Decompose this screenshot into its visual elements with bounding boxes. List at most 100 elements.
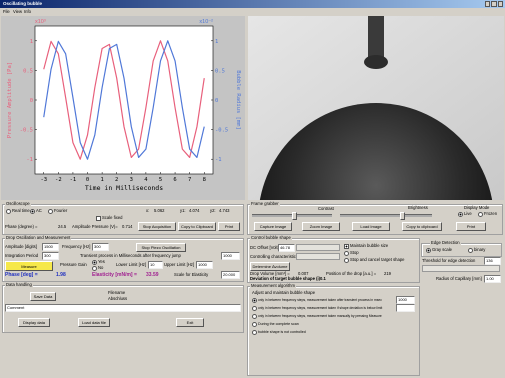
radio[interactable]: only in between frequency steps, measure…	[252, 314, 382, 319]
scrollbar[interactable]	[296, 253, 340, 260]
decoration	[252, 306, 257, 311]
menu-item[interactable]: File	[3, 10, 10, 14]
input[interactable]: 1000	[196, 261, 213, 269]
scrollbar[interactable]	[422, 265, 500, 272]
input[interactable]: 1500	[42, 243, 59, 251]
radio[interactable]: During the complete scan	[252, 322, 299, 327]
group-label: Drop Oscillation and Measurement	[5, 236, 71, 240]
input[interactable]: 1000	[396, 296, 415, 304]
radio[interactable]: Live	[458, 212, 472, 217]
field-label: Threshold for edge detection	[422, 259, 475, 263]
field-label: Upper Limit [Hz]	[164, 263, 194, 267]
radio-label: Gray scale	[432, 248, 452, 252]
button[interactable]: Display data	[18, 318, 50, 327]
button[interactable]: Copy to clipboard	[402, 222, 442, 231]
field-label: DC Offset [Volt]	[250, 246, 279, 250]
position-value: 219	[384, 272, 391, 276]
radio[interactable]: Fourier	[48, 209, 67, 214]
input[interactable]: 136	[484, 257, 501, 265]
comment-input[interactable]: Comment	[5, 304, 241, 312]
decoration	[48, 209, 53, 214]
input[interactable]: 1.00	[484, 275, 501, 283]
radio-label: only in between frequency steps, measure…	[258, 307, 382, 310]
input[interactable]: 300	[42, 252, 59, 260]
radio[interactable]: Gray scale	[426, 248, 452, 253]
field-label: Filename	[108, 291, 125, 295]
field-label: Display Mode	[464, 206, 489, 210]
decoration	[458, 212, 463, 217]
button[interactable]: Exit	[176, 318, 204, 327]
minimize[interactable]	[485, 1, 490, 7]
button[interactable]: Stop Piezo Oscillation	[136, 243, 186, 252]
field-label: Pressure Gain	[60, 263, 87, 267]
group-label: Frame grabber	[250, 202, 280, 206]
cursor-value: 4.074	[189, 209, 199, 213]
decoration	[252, 298, 257, 303]
button[interactable]: Load Image	[352, 222, 390, 231]
radio[interactable]: Frozen	[478, 212, 497, 217]
close[interactable]	[498, 1, 503, 7]
y-scale: x10³	[35, 19, 46, 25]
button[interactable]: Stop Acquisition	[138, 222, 176, 231]
decoration	[426, 248, 431, 253]
decoration	[292, 212, 297, 220]
radio[interactable]: Stop	[344, 251, 359, 256]
y2-axis-label: Bubble Radius [mm]	[235, 70, 241, 130]
button[interactable]: Zoom Image	[302, 222, 340, 231]
y-axis-label: Pressure Amplitude [Pa]	[7, 62, 13, 138]
radio[interactable]: Yes	[92, 260, 105, 265]
radio-label: Stop and cancel target shape	[350, 258, 404, 262]
input[interactable]: 300	[92, 243, 109, 251]
checkbox[interactable]: Maintain bubble size	[344, 244, 388, 249]
input[interactable]: 1000	[221, 252, 240, 260]
input[interactable]: 46.78	[278, 244, 295, 252]
scrollbar[interactable]	[296, 244, 340, 251]
maximize[interactable]	[491, 1, 496, 7]
radio-label: Frozen	[484, 212, 497, 216]
button[interactable]: Copy to Clipboard	[178, 222, 216, 231]
decoration	[400, 212, 405, 220]
radio-label: During the complete scan	[258, 323, 299, 327]
menu-item[interactable]: View	[13, 10, 22, 14]
radio[interactable]: Real time	[6, 209, 30, 214]
checkbox[interactable]: Scale fixed	[96, 216, 122, 221]
button[interactable]: Capture Image	[254, 222, 292, 231]
button[interactable]: Load data file	[78, 318, 110, 327]
plot: -3-2-1012345678-1-0.500.51-1-0.500.51x10…	[1, 16, 245, 200]
radio-label: Fourier	[54, 209, 67, 213]
radio[interactable]: only in between frequency steps, measure…	[252, 298, 382, 303]
brightness-slider[interactable]	[340, 214, 432, 217]
radio[interactable]: only in between frequency steps, measure…	[252, 306, 382, 311]
radio[interactable]: Stop and cancel target shape	[344, 258, 404, 263]
checkbox-label: Maintain bubble size	[350, 244, 388, 248]
menu-item[interactable]: Info	[24, 10, 31, 14]
group-label: Oscilloscope	[5, 202, 31, 206]
amplitude-value: 0.714	[122, 225, 132, 229]
phase-value: 1.98	[56, 273, 66, 278]
radio-label: only in between frequency steps, measure…	[258, 315, 382, 318]
field-label: Radius of Capillary [mm]	[436, 277, 482, 281]
input[interactable]: 20.000	[221, 271, 240, 279]
elasticity-label: Elasticity [mN/m] =	[92, 273, 137, 278]
input[interactable]	[396, 304, 415, 312]
camera-image	[248, 16, 504, 200]
x-tick-label: 5	[159, 177, 162, 183]
field-label: Amplitude [digits]	[5, 245, 37, 249]
y-tick-label: 1	[30, 39, 33, 45]
field-label: Deviation of target bubble shape (i)	[250, 277, 320, 281]
button[interactable]: Save Data	[30, 292, 56, 301]
group-label: Control bubble shape	[250, 236, 292, 240]
x-axis-label: Time in Milliseconds	[85, 184, 163, 192]
input[interactable]: 10	[148, 261, 163, 269]
decoration	[344, 251, 349, 256]
button[interactable]: Determine ∆volume	[250, 262, 290, 271]
radio[interactable]: binary	[468, 248, 485, 253]
contrast-slider[interactable]	[252, 214, 332, 217]
radio[interactable]: bubble shape is not controlled	[252, 330, 306, 335]
cursor-label: x:	[146, 209, 149, 213]
measure-button[interactable]: Measure	[5, 261, 53, 271]
button[interactable]: Print	[456, 222, 486, 231]
radio[interactable]: AC	[30, 209, 42, 214]
radio[interactable]: No	[92, 266, 103, 271]
button[interactable]: Print	[218, 222, 240, 231]
